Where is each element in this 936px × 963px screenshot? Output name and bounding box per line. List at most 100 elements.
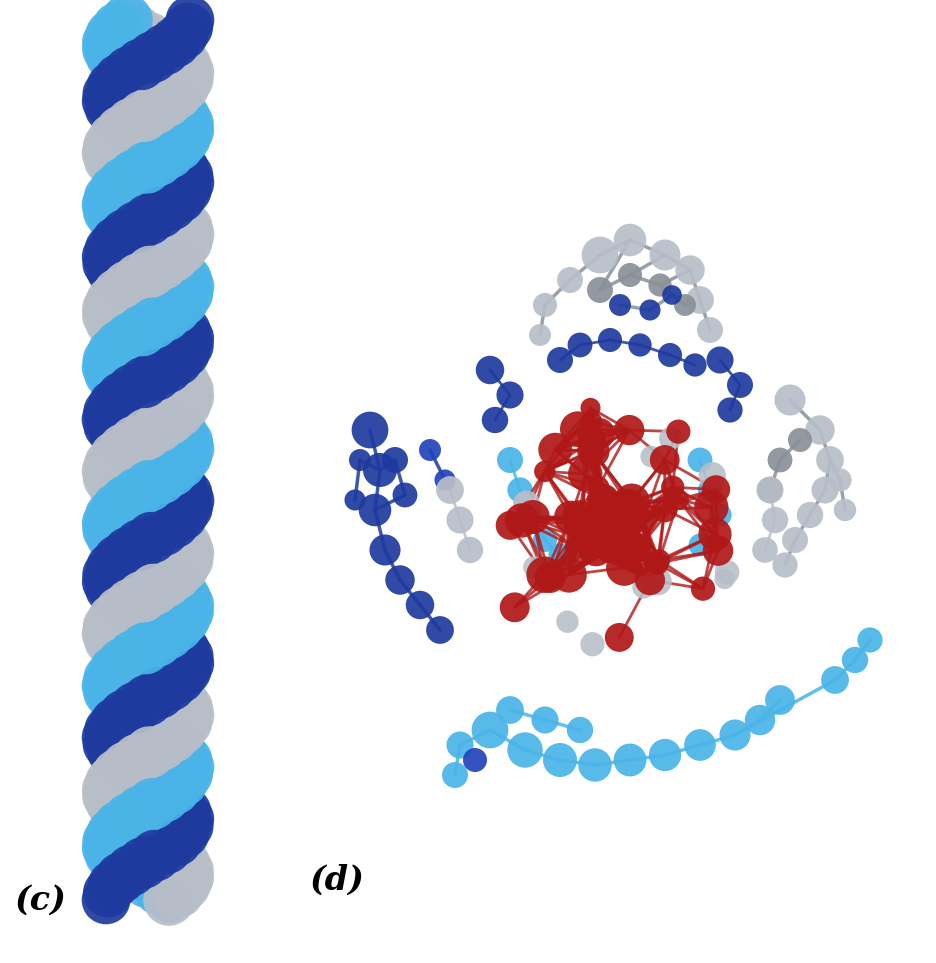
Point [150,634,165,649]
Point [164,574,179,589]
Point [181,752,196,768]
Point [591,480,606,495]
Point [636,580,651,595]
Point [99,35,114,50]
Point [602,332,617,348]
Point [762,482,777,498]
Point [100,404,115,420]
Point [104,825,119,841]
Point [137,397,152,412]
Point [163,93,178,109]
Point [99,471,114,486]
Point [160,411,175,427]
Point [181,552,196,567]
Point [98,893,113,908]
Point [622,268,636,283]
Point [169,833,184,848]
Point [170,153,185,169]
Point [178,877,193,893]
Point [611,630,626,645]
Point [169,352,184,368]
Point [99,737,114,752]
Point [574,517,589,533]
Point [182,116,197,131]
Point [98,360,113,376]
Point [482,362,497,377]
Point [616,560,631,576]
Point [132,537,147,553]
Point [132,501,147,516]
Point [116,441,131,456]
Point [102,722,117,738]
Point [522,508,537,523]
Point [154,35,169,50]
Point [532,327,547,343]
Point [123,441,138,456]
Point [183,13,197,28]
Point [702,323,717,338]
Point [657,247,672,263]
Point [100,352,115,368]
Point [107,109,122,124]
Point [176,744,191,760]
Point [153,87,168,102]
Point [115,863,130,878]
Point [622,423,636,438]
Point [98,308,113,324]
Point [167,256,182,272]
Point [102,508,117,523]
Point [183,278,197,294]
Point [129,485,144,501]
Point [826,672,841,688]
Point [175,508,190,523]
Point [687,357,702,373]
Point [162,626,177,641]
Point [101,456,116,472]
Point [621,512,636,528]
Point [104,212,119,227]
Point [98,789,113,804]
Point [141,479,156,494]
Point [139,160,154,175]
Point [182,71,197,87]
Point [128,819,143,834]
Point [159,841,174,856]
Point [140,825,155,841]
Point [145,796,160,812]
Point [151,153,166,169]
Point [138,131,153,146]
Point [165,730,180,745]
Point [155,515,170,531]
Point [116,596,131,612]
Point [642,572,657,587]
Point [536,464,551,480]
Point [128,71,143,87]
Point [155,781,170,796]
Point [133,803,148,819]
Point [122,708,137,723]
Point [163,678,178,693]
Point [98,93,113,109]
Point [131,272,146,287]
Point [103,479,118,494]
Point [170,419,185,434]
Point [103,264,118,279]
Point [142,294,157,309]
Point [183,226,197,242]
Point [147,190,162,205]
Point [170,618,185,634]
Point [182,168,197,183]
Point [126,168,141,183]
Point [649,556,664,571]
Point [126,604,141,619]
Point [732,377,747,393]
Point [124,116,139,131]
Point [861,633,876,648]
Point [102,796,117,812]
Point [111,220,126,235]
Point [139,427,154,442]
Point [182,819,197,834]
Point [183,65,197,80]
Point [117,65,132,80]
Point [571,509,586,525]
